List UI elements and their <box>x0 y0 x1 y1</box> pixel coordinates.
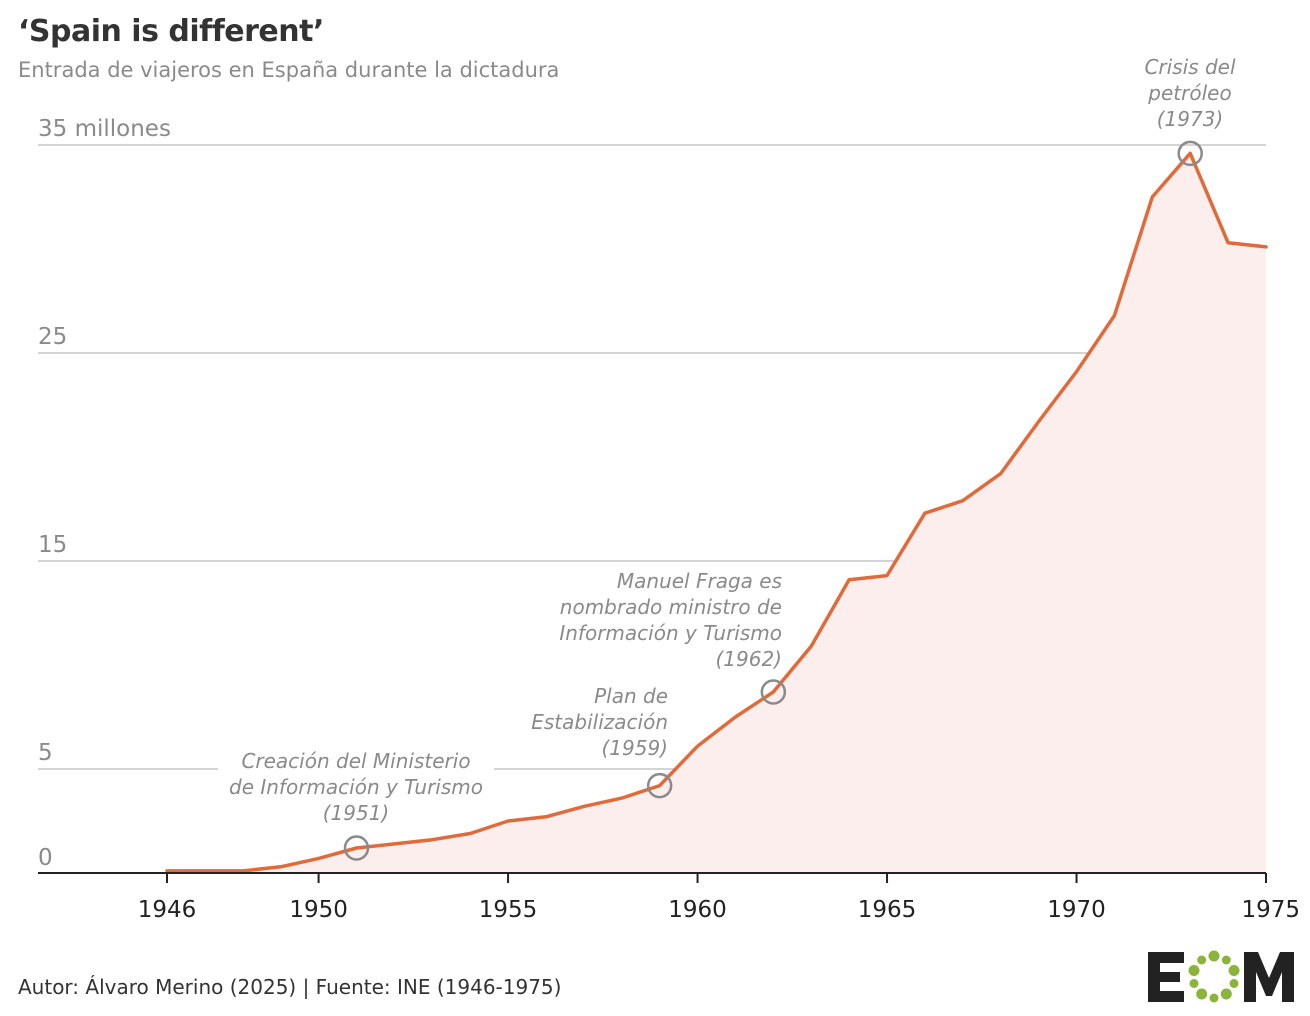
logo-dot <box>1228 965 1240 976</box>
annotation-text-1973-1: petróleo <box>1147 81 1231 105</box>
logo-dot <box>1196 988 1208 1000</box>
x-tick-label-1950: 1950 <box>289 897 348 923</box>
logo-o-dots <box>1188 950 1240 1003</box>
annotation-text-1962-1: nombrado ministro de <box>560 595 782 619</box>
annotation-text-1951-1: de Información y Turismo <box>229 775 483 799</box>
annotation-text-1959-2: (1959) <box>601 736 668 760</box>
area-fill-layer <box>167 153 1266 874</box>
annotation-text-1973-0: Crisis del <box>1144 55 1235 79</box>
x-tick-labels: 1946 1950 1955 1960 1965 1970 1975 <box>138 897 1300 923</box>
series-line <box>165 151 1268 873</box>
x-tick-label-1965: 1965 <box>858 897 917 923</box>
y-tick-label-0: 0 <box>38 845 53 871</box>
annotation-text-1959-0: Plan de <box>594 684 668 708</box>
x-tick-label-1960: 1960 <box>668 897 727 923</box>
y-tick-label-35: 35 millones <box>38 116 171 142</box>
annotation-text-1973-2: (1973) <box>1157 107 1224 131</box>
series-line-layer <box>165 151 1268 873</box>
annotation-marker-1962 <box>760 679 787 705</box>
x-tick-label-1946: 1946 <box>138 897 197 923</box>
y-tick-labels: 0 5 15 25 35 millones <box>38 116 171 871</box>
logo-dot <box>1209 993 1219 1003</box>
logo-dot <box>1189 979 1199 988</box>
annotation-text-1962-2: Información y Turismo <box>559 621 782 645</box>
x-tick-label-1975: 1975 <box>1241 897 1300 923</box>
logo-dot <box>1221 955 1231 965</box>
logo-dot <box>1197 955 1207 965</box>
annotation-text-1962-3: (1962) <box>715 647 782 671</box>
annotation-marker-1959 <box>646 772 673 799</box>
annotation-marker-1951 <box>343 835 370 861</box>
logo-dot <box>1208 950 1220 962</box>
x-axis <box>38 872 1267 883</box>
annotation-marker-1973 <box>1177 140 1203 167</box>
y-tick-label-15: 15 <box>38 532 67 558</box>
y-tick-label-25: 25 <box>38 324 67 350</box>
eom-logo <box>1148 950 1294 1003</box>
chart-title: ‘Spain is different’ <box>18 14 324 49</box>
annotation-text-1962-0: Manuel Fraga es <box>617 569 782 593</box>
footer-source: Autor: Álvaro Merino (2025) | Fuente: IN… <box>18 975 562 999</box>
x-tick-label-1955: 1955 <box>479 897 538 923</box>
annotation-text-1951-2: (1951) <box>323 801 390 825</box>
logo-dot <box>1229 979 1239 988</box>
annotation-text-1951-0: Creación del Ministerio <box>241 749 470 773</box>
chart-subtitle: Entrada de viajeros en España durante la… <box>18 58 560 82</box>
logo-dot <box>1220 988 1232 1000</box>
logo-m <box>1244 952 1294 1002</box>
logo-dot <box>1188 965 1200 976</box>
annotation-bg-1951 <box>218 748 494 770</box>
y-tick-label-5: 5 <box>38 740 53 766</box>
series-area <box>167 153 1266 874</box>
logo-e <box>1148 952 1184 1002</box>
annotation-text-1959-1: Estabilización <box>531 710 668 734</box>
x-tick-label-1970: 1970 <box>1047 897 1106 923</box>
